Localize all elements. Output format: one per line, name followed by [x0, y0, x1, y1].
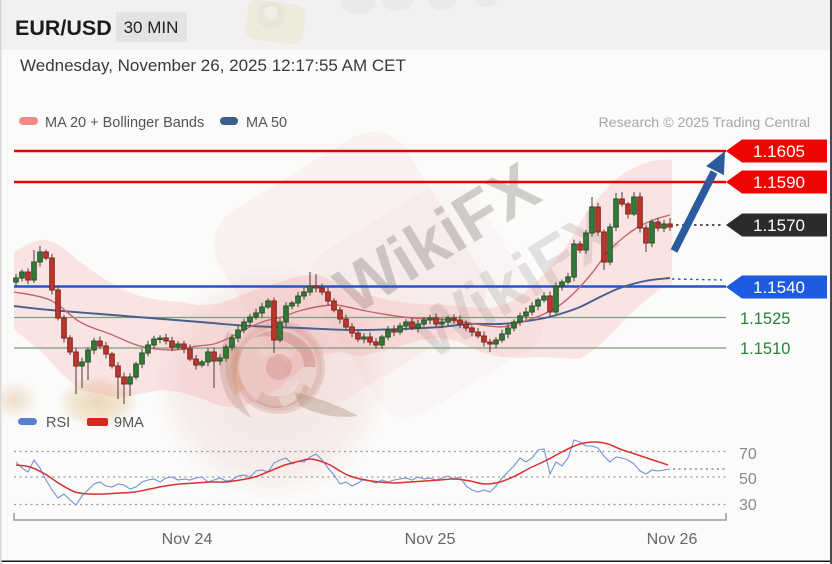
- svg-text:MA 20 + Bollinger Bands: MA 20 + Bollinger Bands: [45, 115, 204, 131]
- svg-text:EUR/USD: EUR/USD: [15, 16, 112, 40]
- svg-text:MA 50: MA 50: [246, 115, 287, 131]
- svg-text:1.1590: 1.1590: [753, 173, 805, 192]
- svg-text:Nov 26: Nov 26: [647, 531, 698, 548]
- svg-text:Research © 2025 Trading Centra: Research © 2025 Trading Central: [598, 115, 810, 131]
- svg-text:1.1605: 1.1605: [753, 142, 805, 161]
- svg-text:RSI: RSI: [46, 415, 70, 431]
- svg-text:9MA: 9MA: [114, 415, 144, 431]
- svg-text:1.1510: 1.1510: [740, 340, 790, 358]
- svg-text:1.1525: 1.1525: [740, 310, 790, 328]
- svg-text:1.1540: 1.1540: [753, 278, 805, 297]
- svg-text:70: 70: [739, 446, 757, 463]
- svg-text:30 MIN: 30 MIN: [124, 18, 179, 37]
- svg-text:30: 30: [739, 497, 757, 514]
- svg-text:Nov 25: Nov 25: [405, 531, 456, 548]
- svg-text:Wednesday, November 26, 2025 1: Wednesday, November 26, 2025 12:17:55 AM…: [20, 56, 406, 75]
- svg-text:1.1570: 1.1570: [753, 216, 805, 235]
- svg-text:50: 50: [739, 471, 757, 488]
- svg-text:Nov 24: Nov 24: [162, 531, 213, 548]
